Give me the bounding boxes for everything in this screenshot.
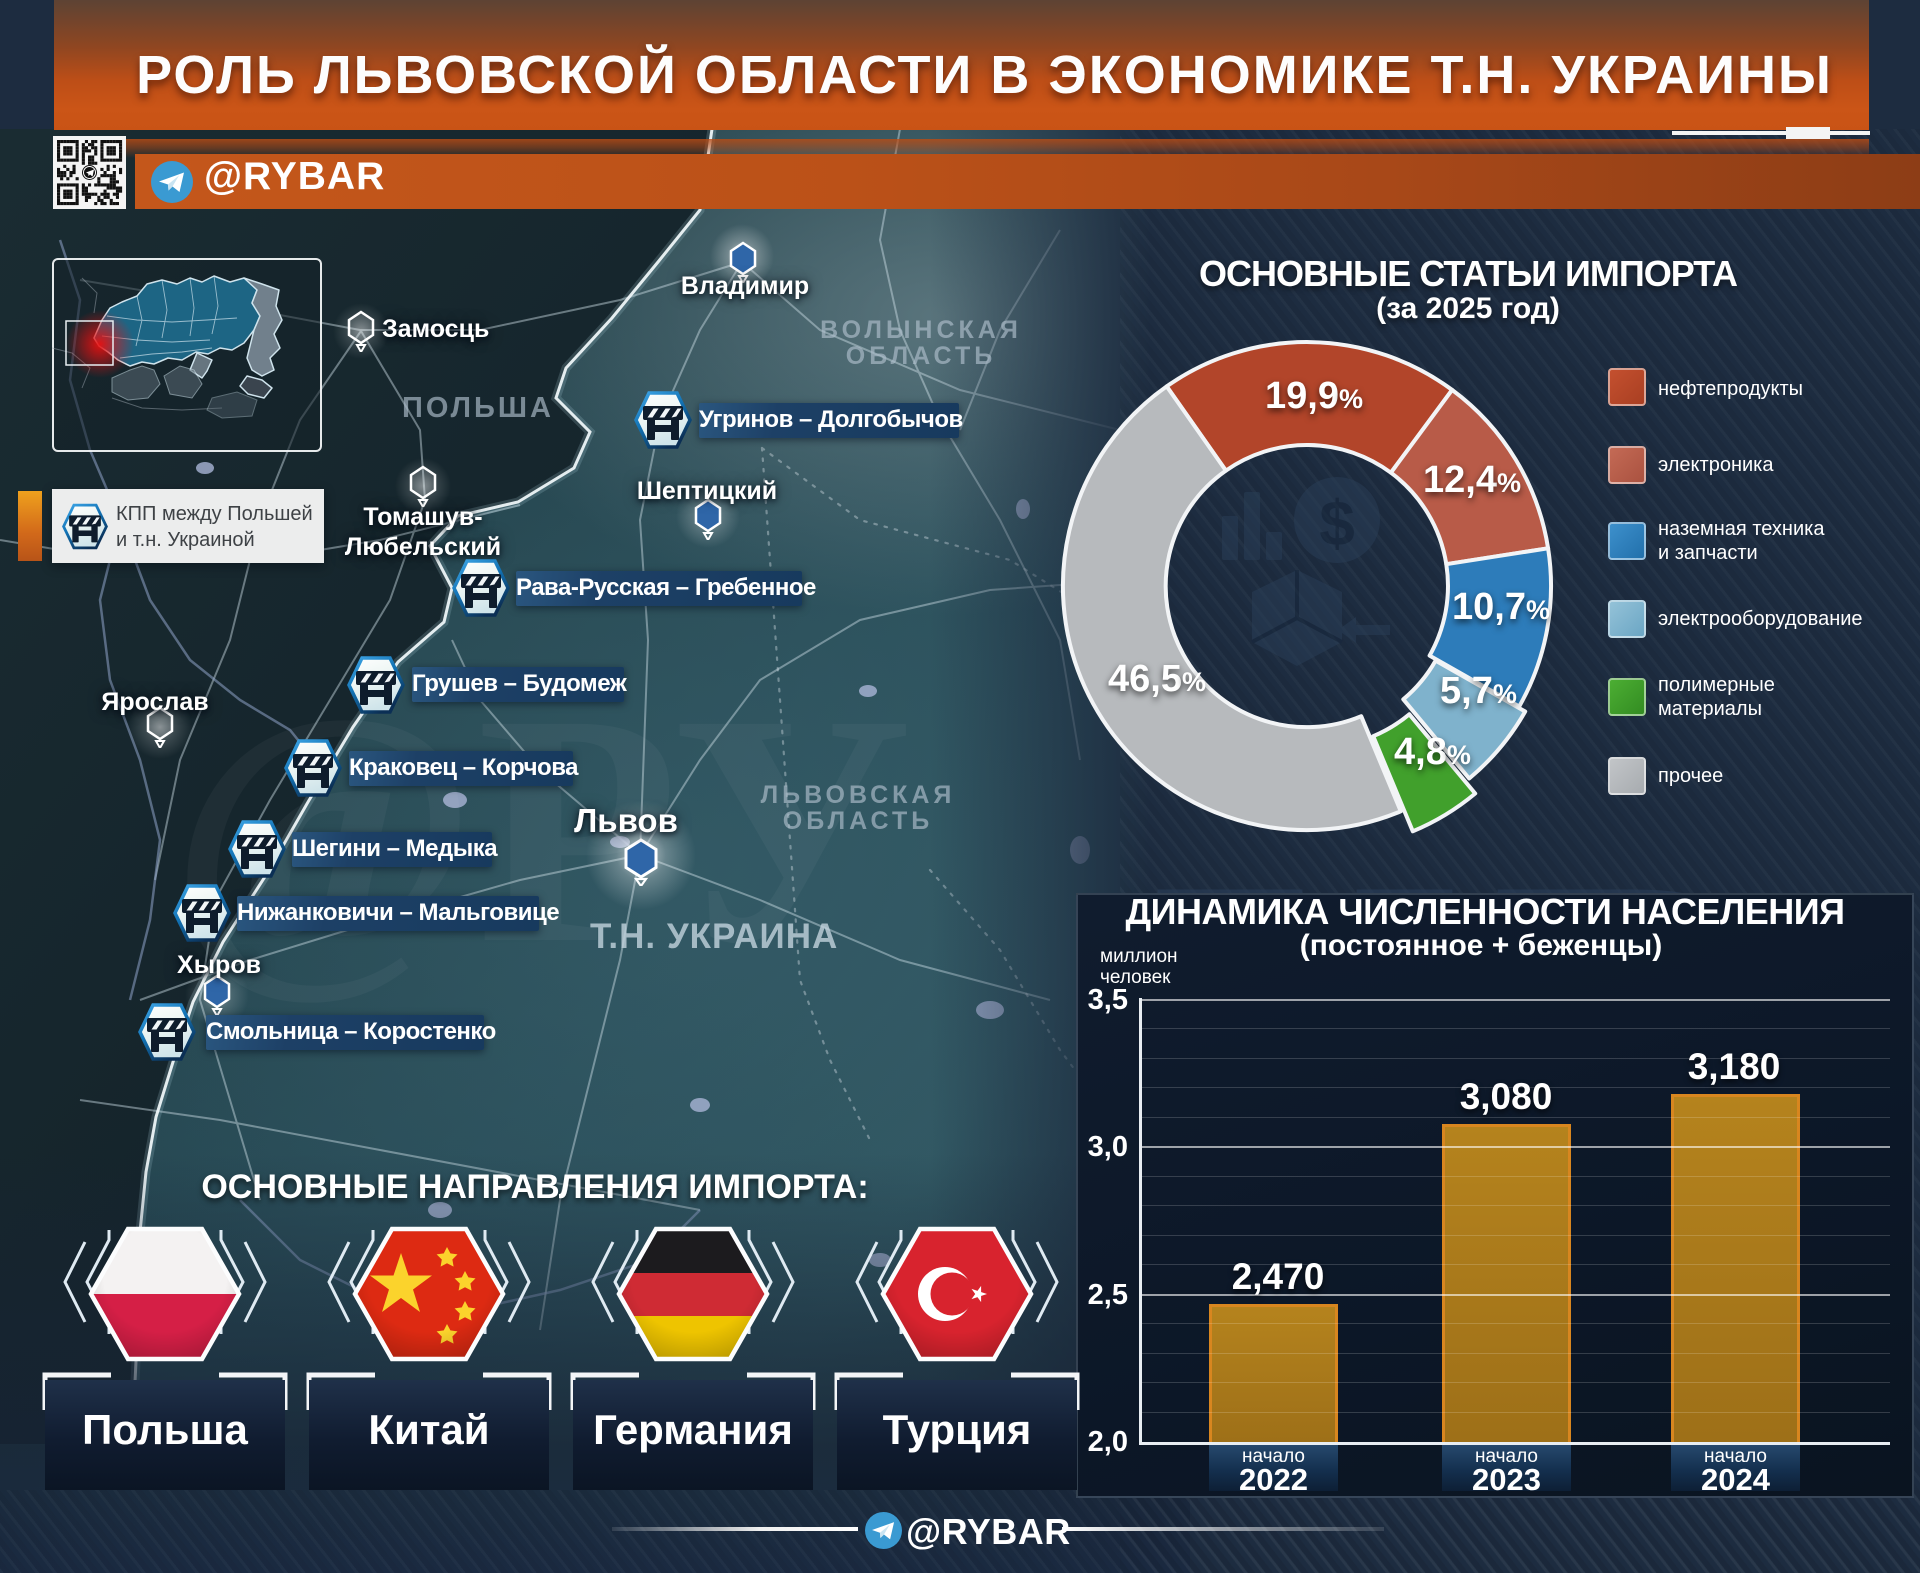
svg-text:$: $ bbox=[1319, 487, 1355, 559]
